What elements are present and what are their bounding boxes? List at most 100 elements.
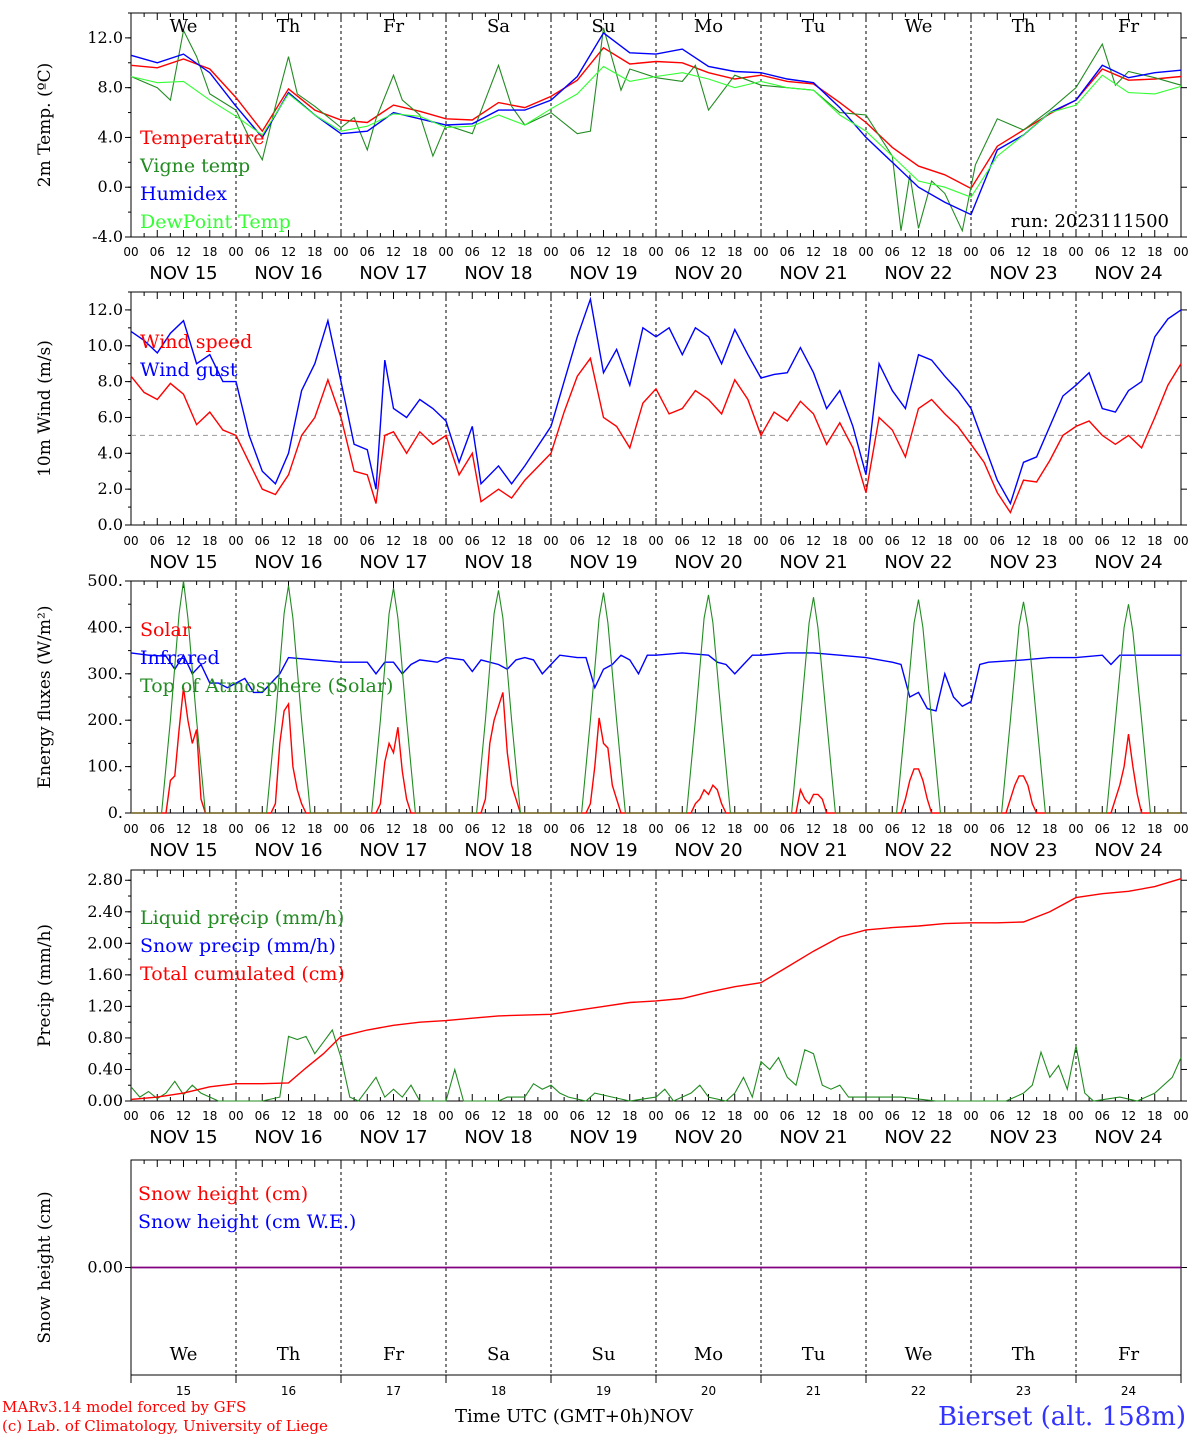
hour-label: 12: [596, 1109, 611, 1123]
day-number: 18: [491, 1384, 506, 1398]
hour-label: 06: [780, 1109, 795, 1123]
hour-label: 12: [911, 822, 926, 836]
date-label: NOV 23: [989, 263, 1057, 284]
day-number: 21: [806, 1384, 821, 1398]
series-line-liquid-precip-mm-h-: [130, 1028, 1182, 1102]
y-tick-label: 4.0: [98, 127, 123, 146]
hour-label: 06: [150, 534, 165, 548]
hour-label: 12: [1121, 822, 1136, 836]
hour-label: 12: [176, 822, 191, 836]
day-label: Su: [592, 1344, 616, 1365]
hour-label: 06: [990, 245, 1005, 259]
hour-label: 00: [963, 822, 978, 836]
series-line-wind-speed: [130, 356, 1182, 514]
y-tick-label: 8.0: [98, 78, 123, 97]
date-label: NOV 22: [884, 840, 952, 861]
y-tick-label: 0.00: [87, 1091, 123, 1110]
y-tick-label: 0.40: [87, 1059, 123, 1078]
hour-label: 06: [570, 245, 585, 259]
y-tick-label: 12.0: [87, 300, 123, 319]
hour-label: 12: [491, 822, 506, 836]
hour-label: 12: [701, 822, 716, 836]
hour-label: 00: [648, 1109, 663, 1123]
hour-label: 18: [202, 822, 217, 836]
hour-label: 12: [911, 245, 926, 259]
hour-label: 06: [1095, 534, 1110, 548]
hour-label: 18: [832, 534, 847, 548]
hour-label: 18: [307, 1109, 322, 1123]
run-annotation: run: 2023111500: [1011, 211, 1169, 232]
date-label: NOV 24: [1094, 263, 1162, 284]
hour-label: 00: [858, 1109, 873, 1123]
hour-label: 00: [648, 534, 663, 548]
hour-label: 06: [360, 822, 375, 836]
day-label: Th: [277, 1344, 301, 1365]
y-tick-label: 500.: [87, 571, 123, 590]
legend-entry: Top of Atmosphere (Solar): [140, 675, 393, 697]
y-tick-label: 8.0: [98, 372, 123, 391]
y-tick-label: 2.00: [87, 933, 123, 952]
hour-label: 00: [963, 245, 978, 259]
hour-label: 00: [858, 534, 873, 548]
hour-label: 06: [885, 822, 900, 836]
date-label: NOV 23: [989, 840, 1057, 861]
hour-label: 12: [1121, 245, 1136, 259]
hour-label: 18: [1147, 245, 1162, 259]
hour-label: 18: [832, 1109, 847, 1123]
x-axis-title-text: Time UTC (GMT+0h): [455, 1406, 650, 1427]
day-number: 15: [176, 1384, 191, 1398]
day-label: Sa: [487, 16, 510, 37]
y-tick-label: 4.0: [98, 443, 123, 462]
hour-label: 18: [202, 534, 217, 548]
hour-label: 06: [465, 534, 480, 548]
hour-label: 06: [675, 245, 690, 259]
day-label: We: [905, 16, 933, 37]
date-label: NOV 17: [359, 263, 427, 284]
legend-entry: Infrared: [140, 647, 220, 669]
date-label: NOV 21: [779, 840, 847, 861]
date-label: NOV 19: [569, 840, 637, 861]
hour-label: 18: [727, 1109, 742, 1123]
hour-label: 18: [517, 1109, 532, 1123]
panel-5: [125, 1159, 1187, 1383]
hour-label: 00: [1173, 822, 1188, 836]
panel-3: [125, 580, 1187, 814]
hour-label: 00: [648, 245, 663, 259]
hour-label: 00: [1068, 1109, 1083, 1123]
credit: MARv3.14 model forced by GFS (c) Lab. of…: [2, 1398, 328, 1436]
hour-label: 06: [1095, 1109, 1110, 1123]
hour-label: 00: [1068, 822, 1083, 836]
legend-entry: Humidex: [140, 183, 227, 205]
hour-label: 18: [622, 534, 637, 548]
hour-label: 00: [858, 822, 873, 836]
hour-label: 12: [911, 534, 926, 548]
day-number: 16: [281, 1384, 296, 1398]
hour-label: 06: [570, 534, 585, 548]
hour-label: 18: [202, 245, 217, 259]
hour-label: 12: [176, 1109, 191, 1123]
series-line-infrared: [130, 652, 1181, 712]
hour-label: 06: [675, 1109, 690, 1123]
hour-label: 12: [1121, 1109, 1136, 1123]
day-number: 22: [911, 1384, 926, 1398]
hour-label: 00: [228, 822, 243, 836]
hour-label: 18: [937, 1109, 952, 1123]
hour-label: 00: [543, 1109, 558, 1123]
credit-line-2: (c) Lab. of Climatology, University of L…: [2, 1417, 328, 1435]
station-name: Bierset (alt. 158m): [937, 1402, 1186, 1432]
day-label: Tu: [802, 1344, 826, 1365]
hour-label: 06: [465, 822, 480, 836]
hour-label: 12: [1016, 245, 1031, 259]
series-line-solar: [131, 687, 1181, 814]
hour-label: 18: [412, 534, 427, 548]
hour-label: 12: [281, 1109, 296, 1123]
hour-label: 12: [281, 245, 296, 259]
panel-1: [125, 12, 1187, 238]
y-tick-label: 2.0: [98, 479, 123, 498]
date-label: NOV 21: [779, 263, 847, 284]
day-number: 23: [1016, 1384, 1031, 1398]
hour-label: 06: [150, 1109, 165, 1123]
day-label: We: [170, 16, 198, 37]
hour-label: 18: [622, 245, 637, 259]
